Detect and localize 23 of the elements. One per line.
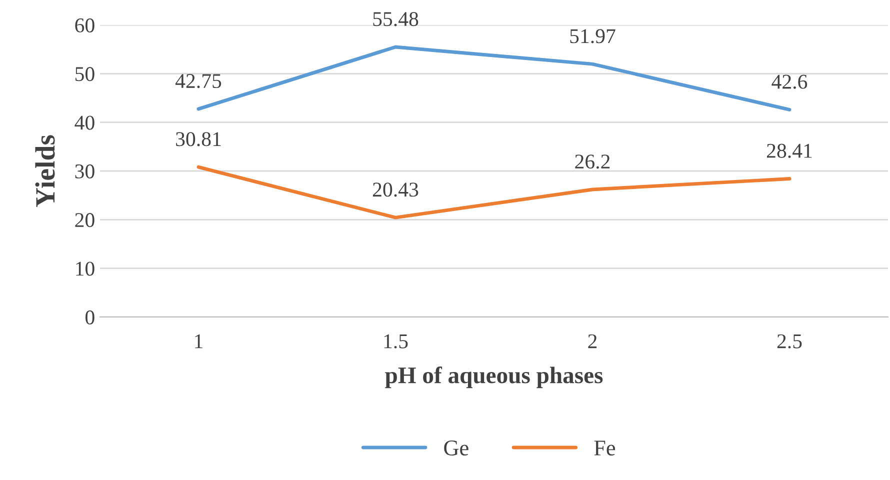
y-axis-title: Yields [35,135,55,208]
data-label: 30.81 [176,132,221,146]
data-label: 28.41 [766,144,812,158]
x-tick-label: 1.5 [384,334,408,348]
y-tick-label: 20 [75,213,94,228]
x-tick-label: 1 [195,334,202,348]
data-label: 51.97 [570,29,616,44]
x-axis-title: pH of aqueous phases [385,366,603,388]
legend-label: Ge [444,440,468,456]
x-tick-label: 2.5 [777,334,802,348]
y-tick-label: 40 [74,116,94,130]
data-label: 42.75 [175,74,222,88]
y-tick-label: 50 [76,67,94,82]
y-tick-label: 0 [86,310,94,324]
y-tick-label: 60 [75,18,94,32]
data-label: 20.43 [372,182,418,197]
y-tick-label: 10 [76,262,94,276]
x-tick-label: 2 [588,334,597,348]
legend-label: Fe [594,440,616,456]
data-label: 42.6 [772,74,808,89]
y-tick-label: 30 [75,164,94,178]
data-label: 26.2 [575,154,610,169]
data-label: 55.48 [373,12,418,26]
